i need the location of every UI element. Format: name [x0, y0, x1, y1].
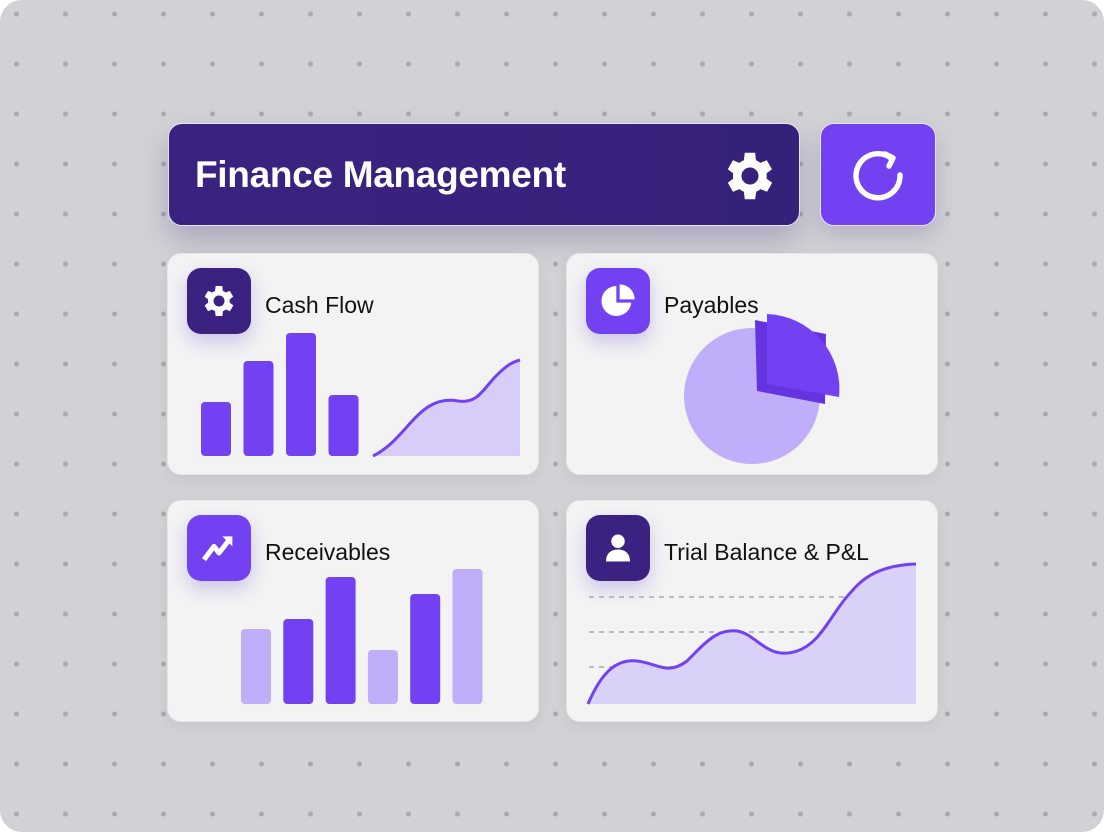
bar	[283, 619, 314, 704]
icon-tile	[187, 268, 251, 334]
pie-slice-small	[767, 314, 840, 397]
bar	[328, 395, 359, 456]
card-receivables[interactable]: Receivables	[167, 500, 539, 722]
pie-chart-icon	[601, 284, 635, 316]
bar	[325, 577, 356, 704]
area-line	[372, 358, 521, 458]
refresh-icon	[853, 150, 903, 200]
trend-up-icon	[202, 536, 233, 562]
card-title: Trial Balance & P&L	[664, 539, 869, 565]
bar	[410, 594, 441, 704]
card-trial-balance[interactable]: Trial Balance & P&L	[566, 500, 938, 722]
bar	[201, 402, 231, 456]
bar	[286, 333, 316, 456]
card-title: Receivables	[265, 539, 391, 565]
bar	[367, 650, 398, 704]
area-fill	[373, 360, 520, 456]
cash-flow-chart	[201, 333, 521, 458]
payables-pie	[684, 314, 840, 464]
gear-icon[interactable]	[719, 145, 781, 207]
icon-tile	[187, 515, 251, 581]
card-cash-flow[interactable]: Cash Flow	[167, 253, 539, 475]
gear-icon	[204, 286, 234, 316]
area-fill	[588, 564, 916, 704]
area-line	[586, 562, 917, 705]
app-header: Finance Management	[168, 123, 800, 226]
icon-tile	[586, 268, 650, 334]
card-title: Payables	[664, 292, 759, 318]
bar	[241, 629, 271, 704]
user-icon	[606, 534, 630, 562]
card-payables[interactable]: Payables	[566, 253, 938, 475]
app-title: Finance Management	[195, 153, 566, 195]
receivables-chart	[241, 569, 483, 704]
card-title: Cash Flow	[265, 292, 374, 318]
refresh-button[interactable]	[820, 123, 936, 226]
bar	[243, 361, 274, 456]
trial-balance-chart	[586, 562, 917, 705]
icon-tile	[586, 515, 650, 581]
bar	[452, 569, 483, 704]
